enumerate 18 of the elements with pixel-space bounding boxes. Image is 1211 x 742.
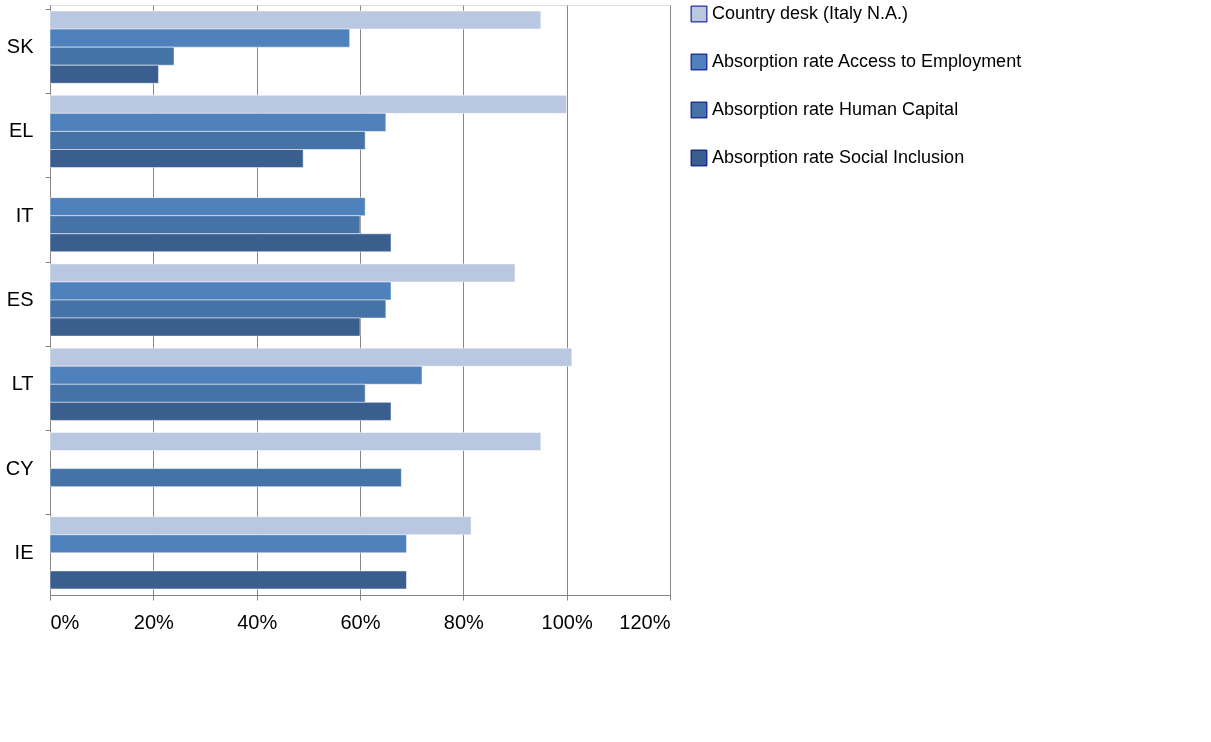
legend-label: Absorption rate Access to Employment: [712, 51, 1022, 71]
x-tick-label: 120%: [619, 610, 671, 633]
legend-label: Absorption rate Social Inclusion: [712, 147, 965, 167]
legend-label: Absorption rate Human Capital: [712, 99, 959, 119]
legend-label: Country desk (Italy N.A.): [712, 3, 909, 23]
x-tick-label: 60%: [340, 610, 381, 633]
y-tick-label: IE: [14, 540, 34, 563]
y-tick-label: LT: [11, 372, 34, 395]
x-tick-label: 0%: [50, 610, 80, 633]
x-tick-label: 20%: [133, 610, 175, 633]
y-tick-label: CY: [5, 456, 34, 479]
y-tick-label: SK: [6, 35, 35, 58]
x-tick-label: 40%: [237, 610, 278, 633]
y-tick-label: EL: [9, 119, 34, 142]
x-tick-label: 80%: [443, 610, 485, 633]
x-tick-label: 100%: [541, 610, 593, 633]
y-tick-label: ES: [6, 288, 34, 310]
y-tick-label: IT: [15, 203, 34, 226]
